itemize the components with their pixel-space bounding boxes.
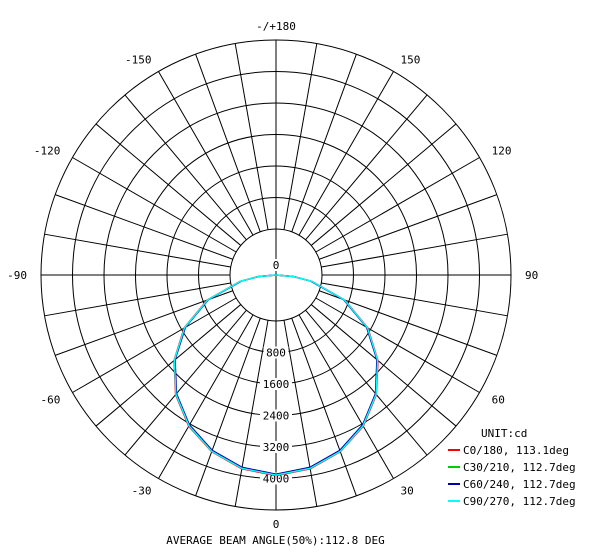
angle-label--120: -120 xyxy=(34,145,61,158)
grid-spoke-220 xyxy=(124,94,247,241)
angle-label-60: 60 xyxy=(492,394,505,407)
angle-label-90: 90 xyxy=(525,269,538,282)
legend: UNIT:cd C0/180, 113.1deg C30/210, 112.7deg… xyxy=(448,427,576,508)
tick-label-bg xyxy=(260,409,292,422)
series-curve-3 xyxy=(173,274,379,476)
grid-spoke-70 xyxy=(319,290,497,356)
tick-label-bg xyxy=(260,472,292,485)
tick-label-bg xyxy=(260,441,292,453)
radial-tick-label: 1600 xyxy=(263,378,290,391)
grid-spoke-30 xyxy=(298,314,394,479)
grid-spoke-60 xyxy=(315,297,480,393)
grid-spoke-250 xyxy=(55,194,233,260)
grid-spoke-120 xyxy=(315,157,480,253)
legend-entry-1: C30/210, 112.7deg xyxy=(463,461,576,474)
grid-spoke-320 xyxy=(124,309,247,456)
radial-tick-label: 4000 xyxy=(263,473,290,486)
grid-spoke-230 xyxy=(95,123,242,246)
grid-spoke-10 xyxy=(283,320,318,507)
grid-spoke-210 xyxy=(158,71,254,236)
grid-spoke-330 xyxy=(158,314,254,479)
average-beam-angle-caption: AVERAGE BEAM ANGLE(50%):112.8 DEG xyxy=(0,534,591,547)
grid-spoke-290 xyxy=(55,290,233,356)
grid-spoke-310 xyxy=(95,304,242,427)
angle-label-0: 0 xyxy=(273,518,280,531)
grid-spoke-300 xyxy=(72,297,237,393)
radial-tick-label: 800 xyxy=(266,347,286,360)
grid-spoke-110 xyxy=(319,194,497,260)
unit-label: UNIT:cd xyxy=(481,427,527,440)
grid-spoke-130 xyxy=(310,123,457,246)
angle-label--60: -60 xyxy=(40,394,60,407)
radial-tick-label: 0 xyxy=(273,259,280,272)
angle-label--/+180: -/+180 xyxy=(256,20,296,33)
grid-spoke-350 xyxy=(234,320,269,507)
angle-label--150: -150 xyxy=(125,53,152,66)
angle-label-150: 150 xyxy=(401,53,421,66)
grid-spoke-100 xyxy=(321,233,508,268)
angle-label-120: 120 xyxy=(492,145,512,158)
angle-label--30: -30 xyxy=(132,485,152,498)
grid-spoke-170 xyxy=(283,43,318,230)
grid-spoke-190 xyxy=(234,43,269,230)
grid-spoke-50 xyxy=(310,304,457,427)
radial-tick-label: 2400 xyxy=(263,410,290,423)
tick-label-bg xyxy=(263,346,289,359)
grid-spoke-200 xyxy=(195,54,261,232)
grid-spoke-260 xyxy=(44,233,231,268)
intensity-curves xyxy=(173,274,379,477)
grid-spoke-340 xyxy=(195,318,261,496)
radial-tick-labels: 0 800 1600 2400 3200 4000 xyxy=(260,259,292,486)
legend-entry-0: C0/180, 113.1deg xyxy=(463,444,569,457)
grid-spoke-150 xyxy=(298,71,394,236)
grid-spoke-240 xyxy=(72,157,237,253)
legend-entry-2: C60/240, 112.7deg xyxy=(463,478,576,491)
grid-spoke-280 xyxy=(44,282,231,317)
radial-tick-label: 3200 xyxy=(263,441,290,454)
grid-spoke-160 xyxy=(291,54,357,232)
angle-label--90: -90 xyxy=(7,269,27,282)
tick-label-bg xyxy=(270,259,282,271)
grid-spoke-80 xyxy=(321,282,508,317)
footer-text: AVERAGE BEAM ANGLE(50%):112.8 DEG xyxy=(166,534,385,547)
grid-spoke-40 xyxy=(305,309,428,456)
legend-entry-3: C90/270, 112.7deg xyxy=(463,495,576,508)
grid-spoke-140 xyxy=(305,94,428,241)
grid-spoke-20 xyxy=(291,318,357,496)
angle-label-30: 30 xyxy=(401,485,414,498)
angle-labels: 0 30 60 90 120 150 -/+180 -150 -120 -90 -60 -30 xyxy=(7,20,538,531)
tick-label-bg xyxy=(260,378,292,390)
